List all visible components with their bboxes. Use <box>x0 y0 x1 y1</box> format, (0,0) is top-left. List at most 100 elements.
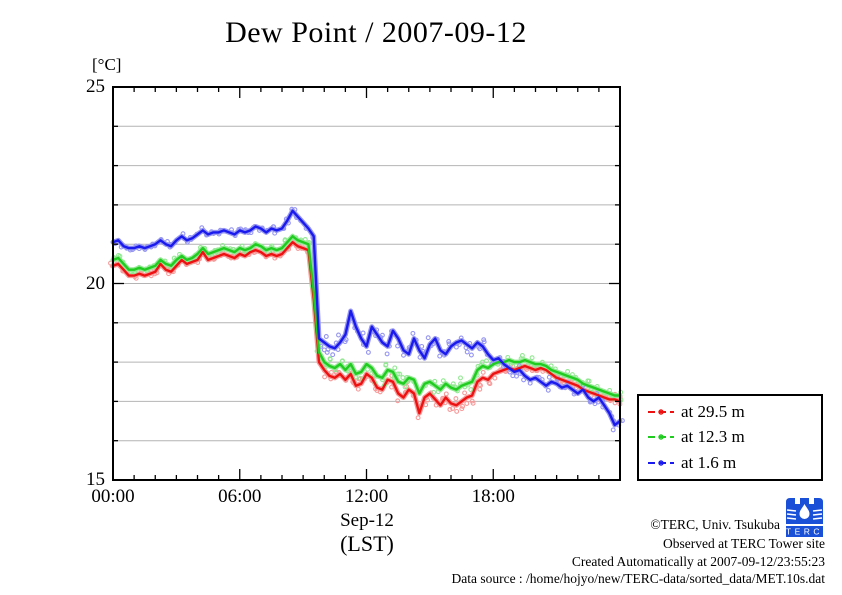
scatter-point <box>417 354 423 360</box>
scatter-point <box>336 332 341 338</box>
scatter-point <box>292 207 298 213</box>
scatter-point <box>529 355 535 361</box>
scatter-point <box>369 371 375 376</box>
scatter-point <box>545 387 551 393</box>
y-tick-label: 20 <box>86 272 105 294</box>
scatter-point <box>458 375 463 381</box>
scatter-point <box>322 374 328 380</box>
scatter-point <box>328 369 334 375</box>
scatter-point <box>325 346 331 352</box>
legend-label: at 29.5 m <box>681 401 745 421</box>
x-tick-label: 00:00 <box>91 486 135 507</box>
scatter-point <box>410 330 416 336</box>
scatter-point <box>610 427 616 433</box>
scatter-point <box>392 365 398 371</box>
scatter-point <box>487 381 493 387</box>
scatter-point <box>477 346 483 352</box>
scatter-point <box>546 374 552 380</box>
scatter-point <box>460 403 466 409</box>
scatter-point <box>355 386 361 392</box>
scatter-point <box>480 369 486 375</box>
scatter-point <box>507 369 513 375</box>
scatter-point <box>447 407 453 412</box>
legend-entry-1-6m: at 1.6 m <box>648 453 821 473</box>
terc-logo: TERC <box>783 497 826 539</box>
scatter-point <box>397 371 403 377</box>
scatter-point <box>468 352 474 358</box>
footer-observed-at: Observed at TERC Tower site <box>662 536 825 551</box>
scatter-point <box>400 375 406 381</box>
scatter-point <box>453 396 459 402</box>
scatter-point <box>389 384 395 390</box>
scatter-point <box>486 380 492 386</box>
plot-frame <box>112 86 621 481</box>
terc-logo-text: TERC <box>786 527 823 537</box>
scatter-point <box>595 399 601 405</box>
scatter-point <box>330 352 336 358</box>
scatter-point <box>548 363 554 369</box>
scatter-point <box>415 415 421 421</box>
scatter-point <box>423 402 429 408</box>
scatter-point <box>477 386 483 392</box>
scatter-point <box>464 349 470 355</box>
legend-entry-12-3m: at 12.3 m <box>648 427 821 447</box>
scatter-point <box>586 378 592 384</box>
scatter-point <box>302 237 308 242</box>
scatter-point <box>180 231 186 237</box>
scatter-point <box>481 337 487 343</box>
legend-line-sample-green <box>648 434 674 441</box>
scatter-point <box>454 408 460 414</box>
footer-created-at: Created Automatically at 2007-09-12/23:5… <box>571 554 825 569</box>
scatter-point <box>365 349 371 355</box>
scatter-point <box>357 375 363 381</box>
y-tick-label: 25 <box>86 76 105 97</box>
scatter-point <box>481 339 487 345</box>
scatter-point <box>463 345 469 351</box>
scatter-point <box>435 389 441 395</box>
legend-label: at 12.3 m <box>681 427 745 447</box>
scatter-point <box>323 334 329 339</box>
scatter-point <box>353 374 359 380</box>
scatter-point <box>402 384 408 390</box>
scatter-point <box>401 352 406 358</box>
scatter-point <box>478 383 483 388</box>
series-line-2 <box>111 209 622 427</box>
legend-line-sample-blue <box>648 460 674 466</box>
scatter-point <box>164 239 170 244</box>
y-axis-unit-label: [°C] <box>92 55 122 74</box>
scatter-point <box>335 347 341 352</box>
scatter-point <box>327 356 333 362</box>
scatter-point <box>220 242 226 248</box>
scatter-point <box>419 343 425 349</box>
legend-line-sample-red <box>648 409 674 415</box>
scatter-point <box>459 406 465 412</box>
scatter-point <box>339 358 345 364</box>
scatter-point <box>384 351 390 357</box>
scatter-point <box>440 378 446 384</box>
x-axis-date-label: Sep-12 <box>340 510 394 531</box>
scatter-point <box>446 339 452 344</box>
scatter-point <box>437 353 443 359</box>
scatter-point <box>395 398 401 404</box>
series-line-1 <box>111 235 622 397</box>
scatter-point <box>425 335 431 341</box>
scatter-point <box>395 343 401 349</box>
scatter-point <box>514 373 519 379</box>
x-tick-label: 12:00 <box>344 486 389 507</box>
scatter-point <box>171 255 177 261</box>
scatter-point <box>484 358 489 364</box>
scatter-point <box>470 400 476 406</box>
scatter-point <box>433 402 439 408</box>
footer-data-source: Data source : /home/hojyo/new/TERC-data/… <box>451 571 825 586</box>
scatter-point <box>229 227 234 233</box>
legend-entry-29-5m: at 29.5 m <box>648 402 821 422</box>
scatter-point <box>443 391 449 397</box>
x-tick-label: 06:00 <box>218 486 262 507</box>
scatter-point <box>446 341 452 347</box>
scatter-point <box>527 380 533 386</box>
chart-legend: at 29.5 m at 12.3 m at 1.6 m <box>637 394 823 481</box>
scatter-point <box>468 387 474 393</box>
legend-label: at 1.6 m <box>681 453 737 473</box>
